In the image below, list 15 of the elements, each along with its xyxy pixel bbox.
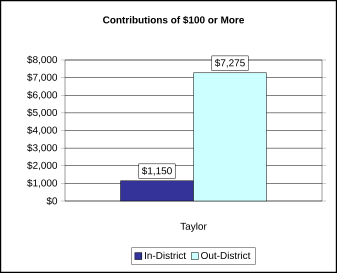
y-tick-label: $1,000 <box>27 179 58 188</box>
x-tick-label: Taylor <box>180 222 207 232</box>
y-tick-label: $8,000 <box>27 56 58 64</box>
y-tick-label: $0 <box>46 196 58 206</box>
y-tick-label: $3,000 <box>27 144 58 152</box>
y-tick-label: $4,000 <box>27 126 58 135</box>
legend-label: Out-District <box>201 252 250 260</box>
y-tick-label: $6,000 <box>27 90 58 100</box>
y-tick-label: $5,000 <box>27 108 58 118</box>
chart-title: Contributions of $100 or More <box>103 16 244 24</box>
data-label: $7,275 <box>214 58 245 68</box>
y-tick-label: $7,000 <box>27 73 58 82</box>
data-label: $1,150 <box>142 166 172 176</box>
y-tick-label: $2,000 <box>27 161 58 170</box>
legend-label: In-District <box>144 252 186 260</box>
